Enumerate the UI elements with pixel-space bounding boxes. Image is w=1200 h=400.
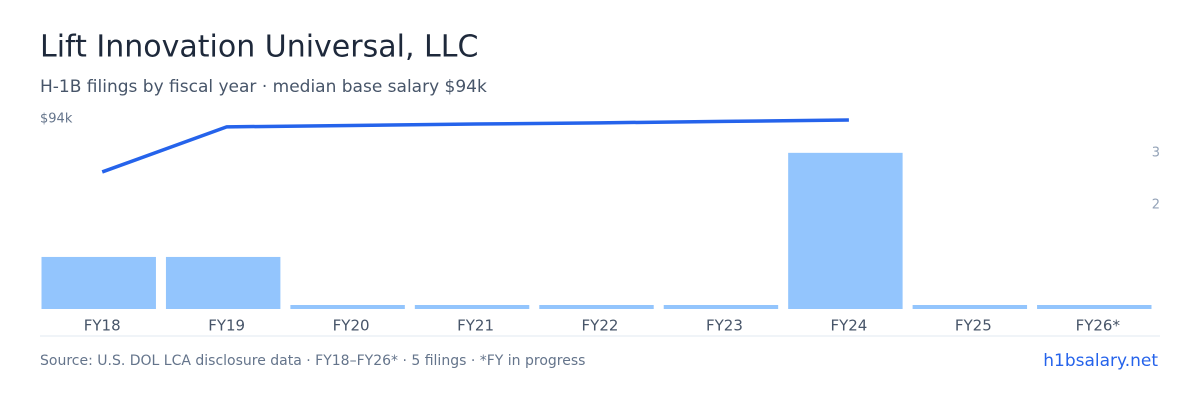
y2-tick-label: 2 — [1152, 197, 1160, 212]
bar — [663, 305, 779, 309]
bar — [912, 305, 1028, 309]
bar — [539, 305, 654, 309]
x-tick-label: FY23 — [706, 317, 743, 335]
bar — [788, 152, 903, 309]
brand-link[interactable]: h1bsalary.net — [1043, 351, 1158, 371]
x-tick-label: FY24 — [830, 317, 867, 335]
bar — [414, 305, 530, 309]
y-tick-label: $94k — [40, 112, 73, 127]
bar — [41, 256, 156, 309]
x-tick-label: FY26* — [1076, 317, 1121, 335]
x-tick-label: FY19 — [208, 317, 245, 335]
salary-line — [101, 118, 849, 174]
source-note: Source: U.S. DOL LCA disclosure data · F… — [40, 353, 585, 369]
x-tick-label: FY20 — [333, 317, 370, 335]
bar — [290, 305, 405, 309]
bar — [1037, 305, 1152, 309]
x-tick-label: FY22 — [582, 317, 619, 335]
bar — [165, 256, 281, 309]
x-tick-label: FY25 — [955, 317, 992, 335]
x-tick-label: FY21 — [457, 317, 494, 335]
x-tick-label: FY18 — [84, 317, 121, 335]
chart-subtitle: H-1B filings by fiscal year · median bas… — [40, 77, 487, 97]
chart-title: Lift Innovation Universal, LLC — [40, 30, 478, 65]
y2-tick-label: 3 — [1152, 145, 1160, 160]
